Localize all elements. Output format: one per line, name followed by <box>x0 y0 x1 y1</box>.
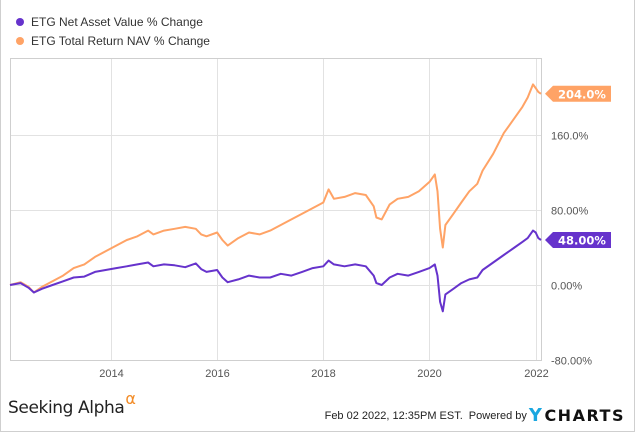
end-value-label: 48.00% <box>558 234 606 248</box>
series-line-total-return <box>9 83 542 294</box>
y-tick-label: 0.00% <box>551 281 582 293</box>
legend-label: ETG Net Asset Value % Change <box>31 14 203 29</box>
seeking-alpha-logo: Seeking Alphaα <box>8 389 136 418</box>
legend-dot-icon <box>16 36 24 45</box>
y-tick-label: -80.00% <box>551 356 592 368</box>
x-tick-label: 2020 <box>417 368 441 380</box>
timestamp: Feb 02 2022, 12:35PM EST. <box>324 409 463 422</box>
ycharts-y-icon: Y <box>528 405 544 426</box>
series-line-nav <box>9 229 542 313</box>
y-tick-label: 160.0% <box>551 131 589 143</box>
end-value-flag <box>545 85 611 102</box>
x-tick-label: 2016 <box>205 368 229 380</box>
legend-dot-icon <box>16 17 24 26</box>
footer-meta: Feb 02 2022, 12:35PM EST. Powered by Y CH… <box>325 405 625 426</box>
y-tick-label: 80.00% <box>551 206 589 218</box>
plot-border <box>10 58 542 361</box>
x-tick-label: 2014 <box>99 368 123 380</box>
x-tick-label: 2022 <box>524 368 548 380</box>
ycharts-text: CHARTS <box>544 406 625 425</box>
ycharts-logo: Y CHARTS <box>529 405 625 426</box>
legend-label: ETG Total Return NAV % Change <box>31 33 210 48</box>
end-value-label: 204.0% <box>558 87 606 101</box>
legend-item-nav[interactable]: ETG Net Asset Value % Change <box>16 12 210 31</box>
x-tick-label: 2018 <box>311 368 335 380</box>
legend-item-total-return[interactable]: ETG Total Return NAV % Change <box>16 31 210 50</box>
powered-by-text: Powered by <box>468 409 527 422</box>
end-value-flag <box>545 232 611 248</box>
legend: ETG Net Asset Value % Change ETG Total R… <box>16 12 210 50</box>
brand-text: Seeking Alpha <box>8 398 125 418</box>
alpha-icon: α <box>125 389 136 408</box>
